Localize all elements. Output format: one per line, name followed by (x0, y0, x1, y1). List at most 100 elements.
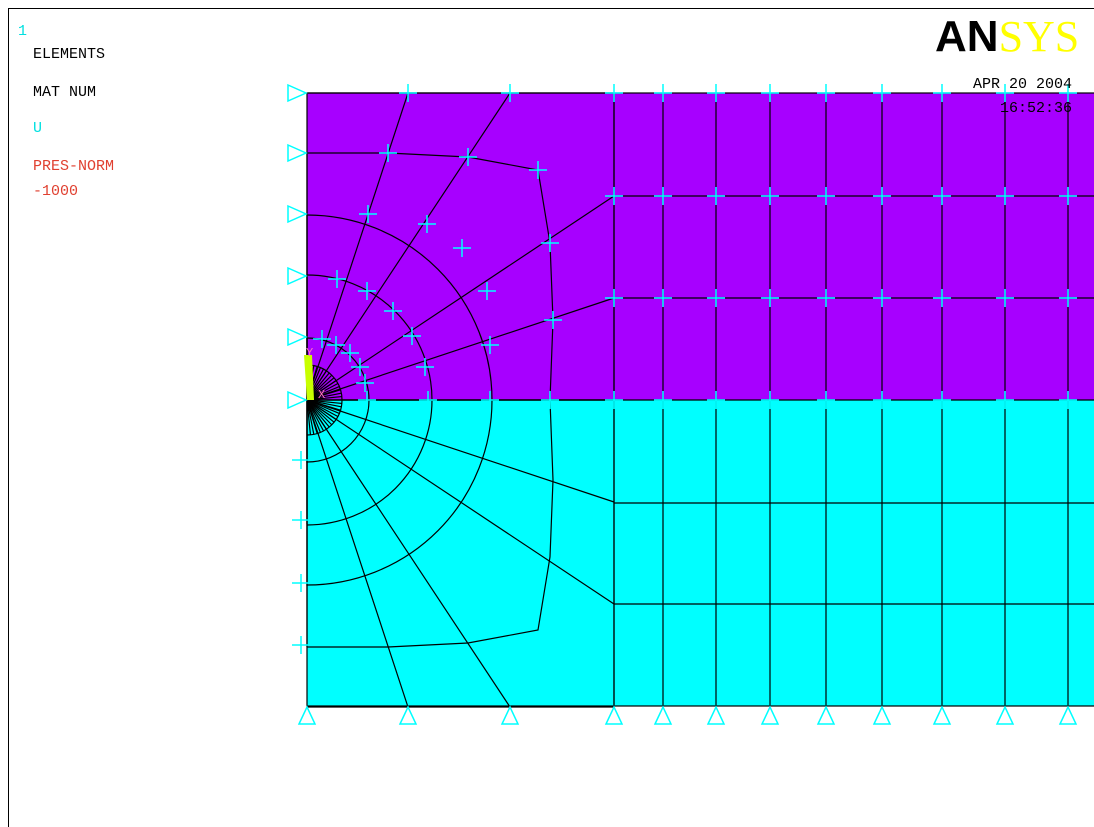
node (654, 391, 672, 409)
support (872, 705, 892, 725)
support (398, 705, 418, 725)
edge (306, 399, 312, 435)
node (1059, 289, 1077, 307)
node (654, 289, 672, 307)
node (873, 391, 891, 409)
node (292, 511, 310, 529)
node (817, 391, 835, 409)
support (706, 705, 726, 725)
node (292, 451, 310, 469)
material-1 (307, 93, 1094, 400)
node (384, 302, 402, 320)
support (287, 204, 308, 224)
node (605, 391, 623, 409)
edge (306, 399, 615, 503)
node (1059, 84, 1077, 102)
node (761, 391, 779, 409)
edge (306, 399, 615, 605)
time: 16:52:36 (1000, 100, 1072, 117)
node (933, 289, 951, 307)
node (817, 187, 835, 205)
support (287, 390, 308, 410)
node (419, 391, 437, 409)
node (341, 344, 359, 362)
legend-line: PRES-NORM (33, 158, 114, 175)
edge (306, 92, 511, 401)
logo-dark: AN (935, 12, 999, 61)
date: APR 20 2004 (973, 76, 1072, 93)
node (996, 289, 1014, 307)
support (604, 705, 624, 725)
legend-line: ELEMENTS (33, 46, 105, 63)
support (653, 705, 673, 725)
node (707, 187, 725, 205)
node (933, 391, 951, 409)
node (481, 336, 499, 354)
node (529, 161, 547, 179)
support (287, 83, 308, 103)
edge (306, 195, 615, 401)
node (327, 336, 345, 354)
node (873, 187, 891, 205)
node (416, 358, 434, 376)
support (760, 705, 780, 725)
support (287, 143, 308, 163)
node (873, 84, 891, 102)
window-number: 1 (18, 23, 27, 40)
y-axis-label: Y (306, 346, 313, 360)
x-axis-label: X (318, 388, 325, 402)
logo-light: SYS (999, 12, 1080, 61)
edge (306, 92, 409, 401)
node (418, 215, 436, 233)
node (1059, 391, 1077, 409)
support (500, 705, 520, 725)
node (996, 84, 1014, 102)
node (933, 187, 951, 205)
node (541, 234, 559, 252)
node (605, 84, 623, 102)
node (605, 187, 623, 205)
arc (306, 214, 493, 401)
node (292, 636, 310, 654)
node (358, 391, 376, 409)
node (933, 84, 951, 102)
node (707, 391, 725, 409)
nodes (287, 83, 1078, 725)
node (605, 289, 623, 307)
node (356, 374, 374, 392)
node (328, 270, 346, 288)
node (351, 358, 369, 376)
node (761, 84, 779, 102)
node (817, 289, 835, 307)
node (379, 144, 397, 162)
node (996, 391, 1014, 409)
node (654, 187, 672, 205)
node (481, 391, 499, 409)
logo: ANSYS (935, 12, 1079, 61)
node (459, 148, 477, 166)
legend-line: MAT NUM (33, 84, 96, 101)
material-2 (307, 400, 1094, 706)
arc (306, 399, 493, 586)
support (816, 705, 836, 725)
node (541, 391, 559, 409)
support (1058, 705, 1078, 725)
node (654, 84, 672, 102)
legend-line: U (33, 120, 42, 137)
node (399, 84, 417, 102)
pressure (304, 355, 314, 400)
edge (306, 399, 511, 708)
node (313, 330, 331, 348)
node (707, 289, 725, 307)
node (501, 84, 519, 102)
node (996, 187, 1014, 205)
legend-line: -1000 (33, 183, 78, 200)
node (1059, 187, 1077, 205)
node (761, 187, 779, 205)
node (761, 289, 779, 307)
arc (306, 399, 433, 526)
node (817, 84, 835, 102)
node (873, 289, 891, 307)
support (297, 705, 317, 725)
